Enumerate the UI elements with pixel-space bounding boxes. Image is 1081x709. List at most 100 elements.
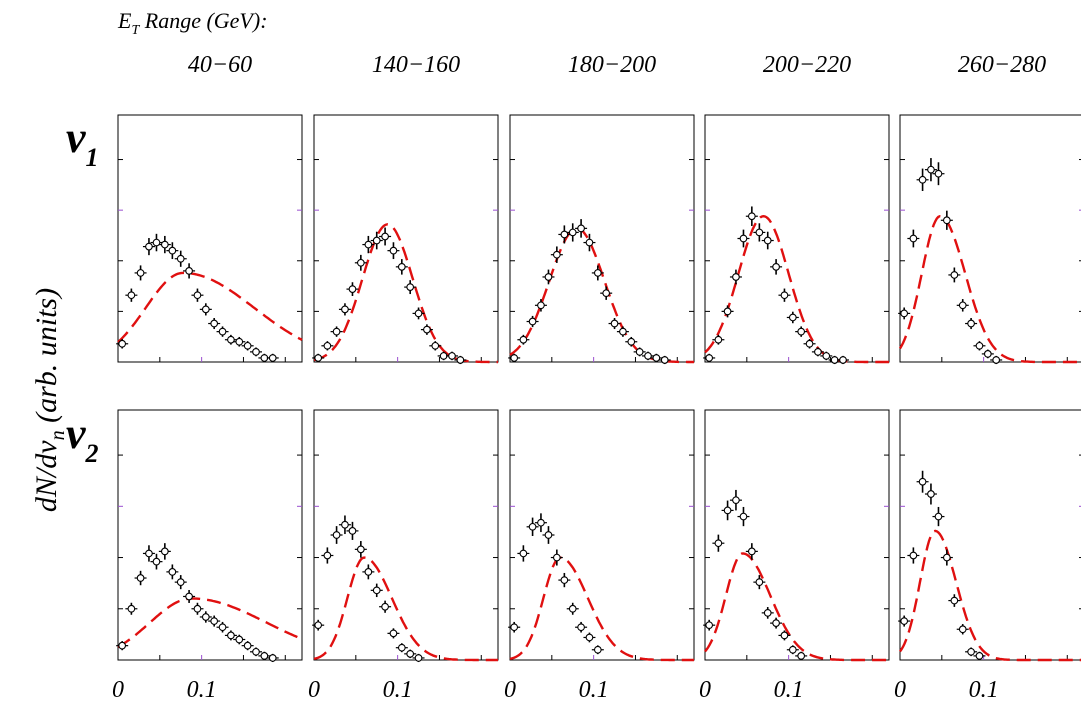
data-point	[544, 531, 553, 539]
data-point	[456, 356, 465, 364]
data-point	[610, 319, 619, 328]
et-range-text: Range (GeV):	[139, 8, 267, 33]
data-point	[593, 645, 602, 654]
model-curve	[117, 597, 303, 648]
data-point	[747, 212, 756, 221]
data-point	[950, 596, 959, 605]
data-point	[739, 512, 748, 521]
data-point	[714, 335, 723, 344]
et-range-header: ET Range (GeV):	[117, 8, 268, 38]
data-point	[942, 216, 951, 225]
data-point	[260, 652, 269, 660]
data-point	[448, 352, 456, 360]
data-point	[577, 224, 585, 233]
data-point	[900, 309, 909, 318]
data-point	[201, 305, 210, 314]
x-tick-label-3-1: 0.1	[774, 677, 804, 703]
data-point	[227, 335, 235, 344]
y-axis-label: dN/dvn (arb. units)	[30, 288, 69, 512]
panel-frame	[313, 114, 499, 363]
data-point	[585, 633, 594, 642]
data-point	[332, 327, 341, 336]
model-curve	[704, 552, 889, 662]
model-curve	[117, 271, 303, 344]
model-curve	[899, 529, 1081, 662]
data-point	[983, 350, 992, 358]
data-point	[544, 273, 553, 281]
panel-frame	[117, 114, 303, 363]
data-point	[127, 291, 136, 300]
data-point	[397, 643, 406, 652]
data-point	[909, 234, 918, 243]
data-point	[652, 354, 661, 362]
data-point	[732, 496, 740, 505]
data-point	[755, 228, 764, 237]
data-point	[747, 547, 756, 556]
data-point	[772, 619, 780, 627]
data-point	[193, 291, 202, 300]
data-point	[528, 522, 537, 531]
data-point	[372, 236, 381, 245]
data-point	[967, 647, 975, 656]
data-point	[510, 623, 519, 632]
data-point	[145, 242, 153, 251]
data-point	[235, 337, 244, 346]
panel-frame	[509, 409, 695, 661]
panel-frame	[899, 114, 1081, 363]
data-point	[822, 352, 831, 360]
data-point	[201, 613, 210, 621]
data-point	[739, 234, 748, 243]
x-tick-label-0-1: 0.1	[187, 677, 217, 703]
data-point	[627, 337, 636, 346]
data-point	[763, 609, 772, 617]
data-point	[118, 641, 127, 650]
data-point	[323, 551, 332, 560]
panel-v2-0	[116, 409, 303, 663]
model-curve	[313, 223, 498, 364]
data-point	[528, 317, 537, 326]
data-point	[414, 654, 423, 662]
panel-frame	[509, 114, 695, 363]
data-point	[243, 641, 252, 650]
data-point	[967, 319, 975, 328]
panel-v2-1	[312, 409, 499, 663]
data-point	[364, 568, 373, 576]
data-point	[210, 617, 219, 625]
data-point	[797, 327, 806, 336]
data-point	[152, 238, 161, 247]
data-point	[439, 352, 448, 360]
data-point	[723, 307, 732, 316]
data-point	[218, 623, 227, 632]
data-point	[805, 339, 814, 348]
panel-v1-4	[898, 114, 1081, 365]
row-label-v2: v2	[66, 409, 99, 468]
data-point	[235, 635, 244, 644]
data-point	[127, 604, 136, 613]
data-point	[243, 341, 252, 350]
data-point	[406, 283, 415, 291]
data-point	[423, 325, 431, 334]
data-point	[314, 621, 323, 630]
data-point	[510, 354, 519, 362]
range-label-4: 260−280	[958, 52, 1046, 78]
data-point	[560, 230, 569, 239]
data-point	[975, 341, 984, 350]
data-point	[577, 623, 585, 632]
data-point	[593, 269, 602, 277]
panel-v1-3	[703, 114, 890, 365]
data-point	[381, 232, 389, 241]
panels-layer: 40−60 0 0.1 140−160 0 0.1 180−200 0 0.1 200−220 0 0…	[112, 52, 1081, 703]
data-point	[519, 335, 528, 344]
data-point	[341, 305, 349, 314]
data-point	[644, 352, 652, 360]
data-point	[356, 545, 365, 554]
data-point	[168, 568, 177, 576]
model-curve	[898, 214, 1081, 364]
model-curve	[509, 556, 694, 662]
data-point	[780, 291, 789, 300]
data-point	[356, 258, 365, 267]
data-point	[635, 348, 644, 356]
data-point	[185, 267, 193, 275]
data-point	[252, 647, 260, 656]
et-subscript: T	[131, 23, 140, 38]
